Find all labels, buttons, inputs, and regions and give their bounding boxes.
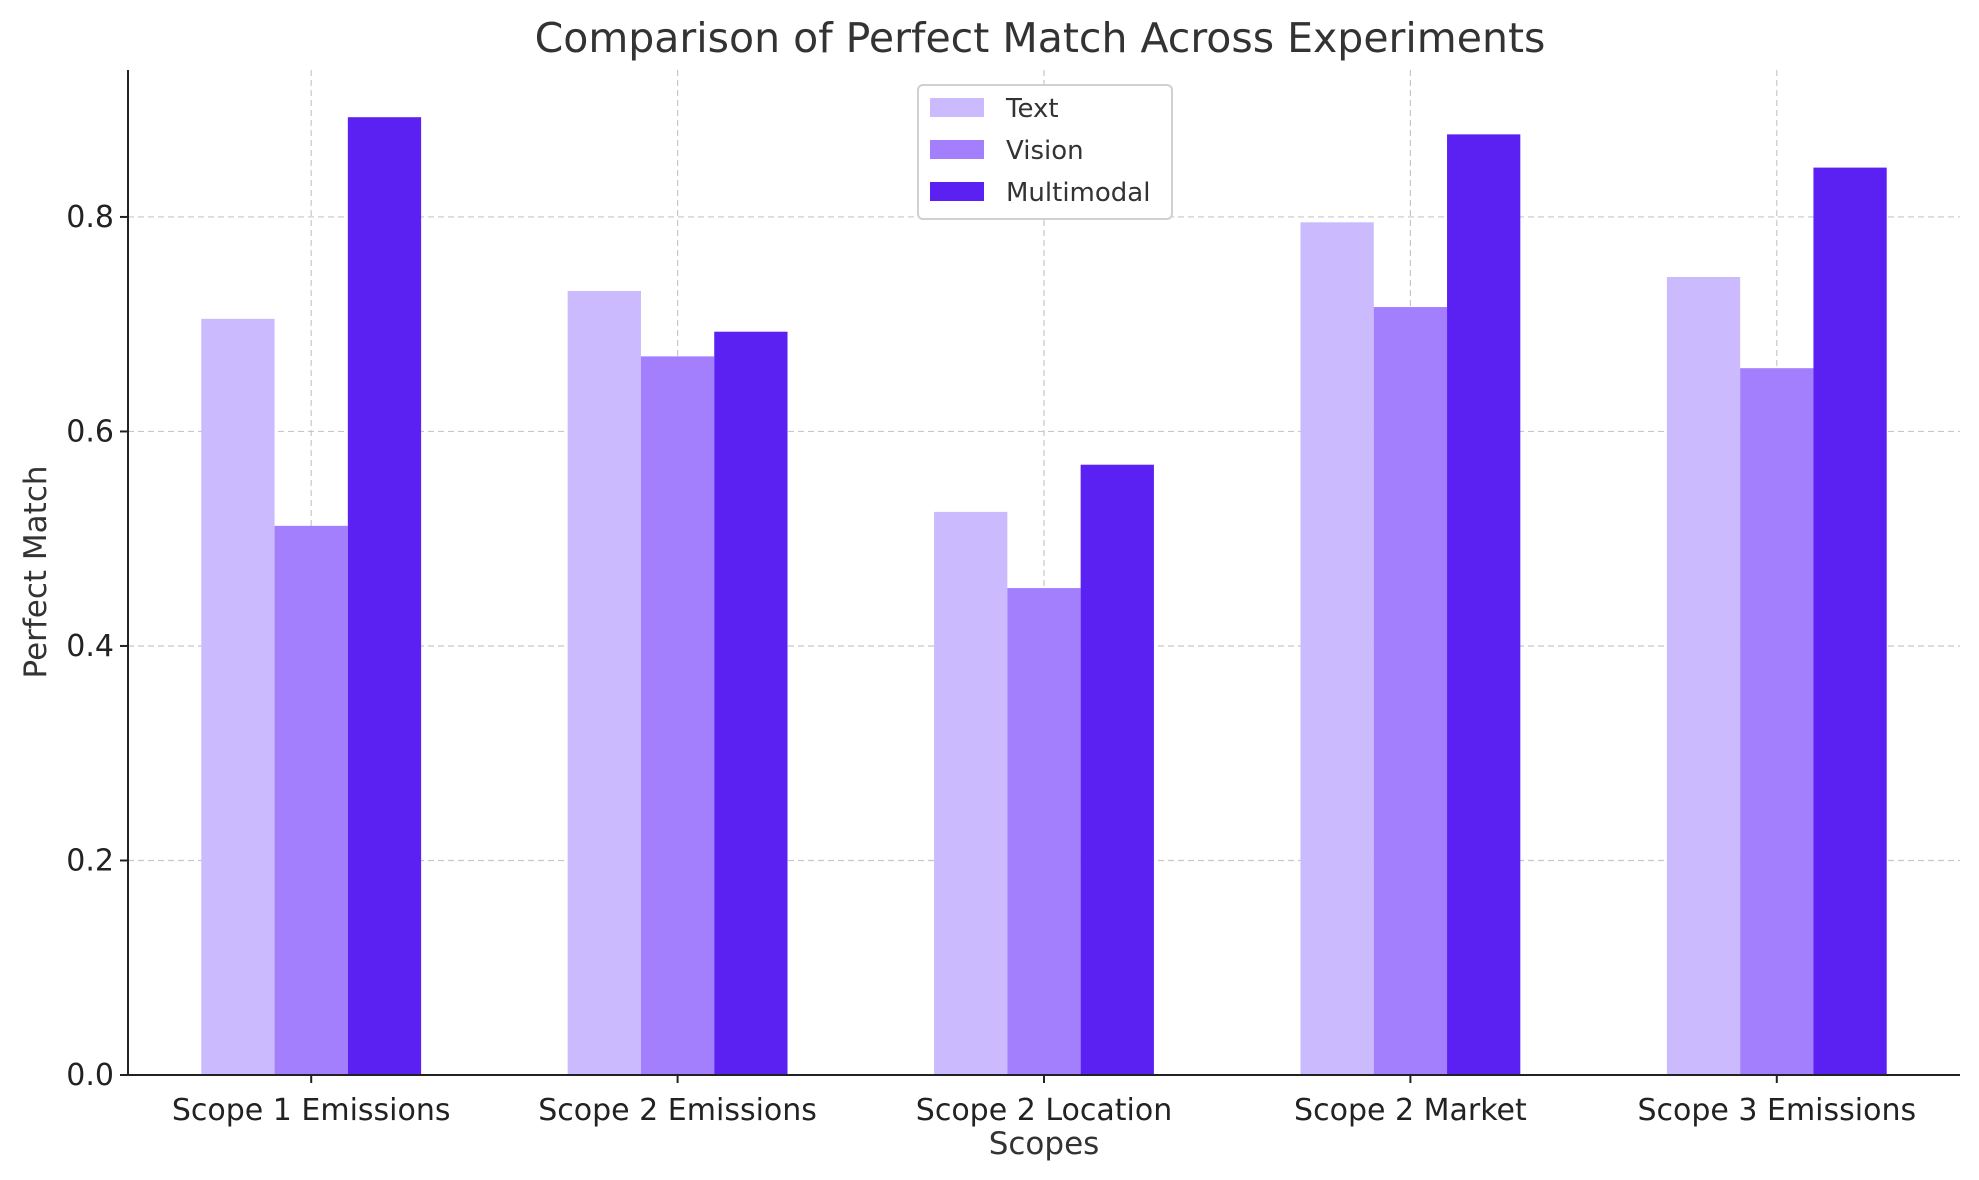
bar-text-3: [934, 511, 1008, 1076]
bar-vision-5: [1740, 368, 1814, 1075]
x-axis-label: Scopes: [989, 1126, 1100, 1162]
x-tick-label: Scope 2 Market: [1294, 1093, 1527, 1128]
legend-swatch-multimodal: [930, 182, 984, 201]
bar-text-1: [201, 318, 275, 1076]
y-tick-label: 0.0: [66, 1058, 114, 1093]
bar-vision-2: [640, 356, 715, 1076]
bar-vision-4: [1373, 307, 1448, 1075]
ticks: 0.0 0.2 0.4 0.6 0.8 Scope 1 Emissions Scope 2 …: [66, 200, 1916, 1128]
y-tick-label: 0.2: [66, 843, 114, 878]
legend-swatch-vision: [930, 140, 984, 159]
x-tick-label: Scope 3 Emissions: [1637, 1093, 1916, 1128]
bar-multimodal-1: [347, 117, 422, 1075]
bar-text-2: [567, 290, 641, 1075]
bar-text-4: [1300, 222, 1374, 1075]
y-axis-label: Perfect Match: [18, 465, 54, 678]
bar-vision-3: [1007, 588, 1081, 1075]
legend: Text Vision Multimodal: [917, 84, 1173, 220]
x-tick-label: Scope 2 Location: [916, 1093, 1172, 1128]
bars: [201, 117, 1887, 1076]
x-tick-label: Scope 2 Emissions: [538, 1093, 817, 1128]
bar-multimodal-2: [714, 331, 788, 1075]
bar-multimodal-5: [1813, 167, 1887, 1075]
y-tick-label: 0.6: [66, 414, 114, 449]
bar-text-5: [1666, 277, 1741, 1075]
bar-multimodal-4: [1447, 134, 1521, 1076]
y-tick-label: 0.8: [66, 200, 114, 235]
y-tick-label: 0.4: [66, 629, 114, 664]
legend-label-vision: Vision: [1006, 136, 1084, 166]
legend-label-text: Text: [1005, 94, 1059, 124]
bar-vision-1: [274, 525, 348, 1075]
legend-swatch-text: [930, 98, 984, 117]
x-tick-label: Scope 1 Emissions: [172, 1093, 451, 1128]
chart-title: Comparison of Perfect Match Across Exper…: [535, 14, 1546, 62]
bar-multimodal-3: [1080, 464, 1154, 1075]
legend-label-multimodal: Multimodal: [1006, 178, 1150, 208]
